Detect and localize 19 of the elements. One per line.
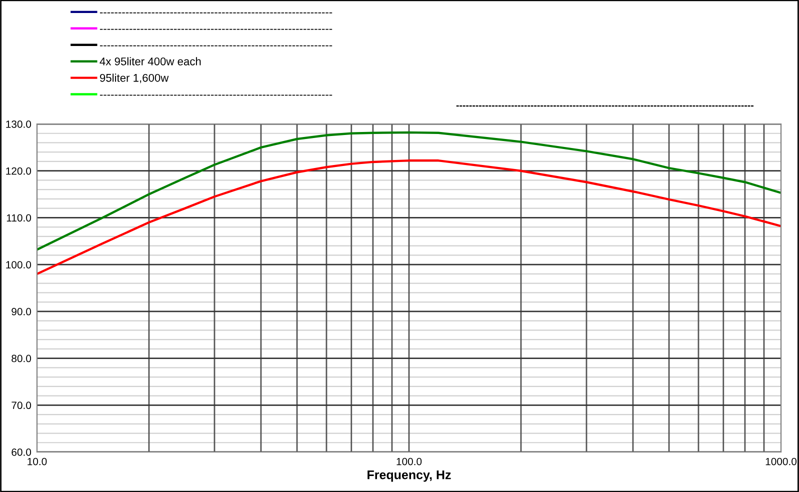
y-tick-label: 60.0	[12, 448, 32, 456]
legend-label: ---------------------------------------------------------------	[100, 45, 332, 46]
y-tick-label: 130.0	[6, 120, 32, 128]
legend-label: 95liter 1,600w	[100, 74, 169, 84]
y-tick-label: 90.0	[12, 308, 32, 316]
x-tick-label: 100.0	[396, 458, 422, 466]
legend-label: 4x 95liter 400w each	[100, 57, 201, 66]
x-axis-title: Frequency, Hz	[368, 470, 451, 482]
text: --------------------------------------------------------------------------------------------	[456, 105, 754, 107]
y-tick-label: 100.0	[6, 261, 32, 268]
legend-label: ---------------------------------------------------------------	[100, 28, 332, 30]
x-tick-label: 1000.0	[766, 458, 797, 466]
x-tick-label: 10.0	[28, 458, 47, 466]
y-tick-label: 80.0	[12, 354, 32, 362]
y-tick-label: 120.0	[6, 167, 32, 175]
legend-label: ---------------------------------------------------------------	[100, 12, 332, 14]
legend-label: ---------------------------------------------------------------	[100, 94, 332, 96]
y-tick-label: 110.0	[6, 214, 32, 222]
y-tick-label: 70.0	[12, 402, 32, 410]
